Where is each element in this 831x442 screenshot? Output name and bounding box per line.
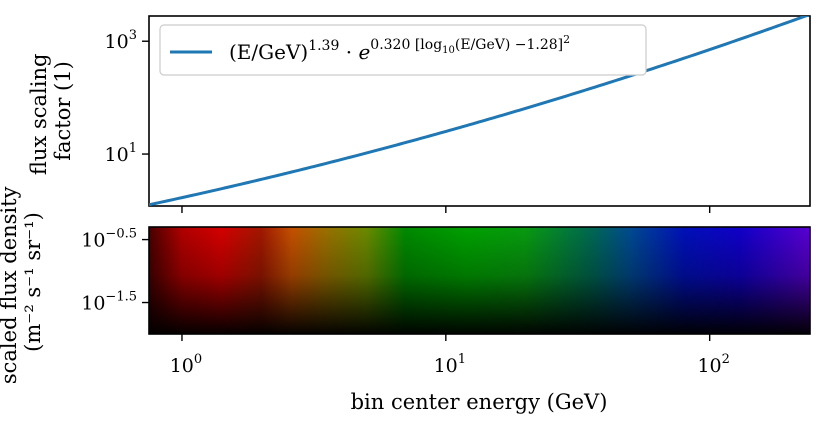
x-tick-label-1-exp: 1 [458,352,466,367]
bottom-y-tick-label-0-base: 10 [81,230,105,252]
legend-square: 2 [563,33,570,46]
legend-prefix: (E/GeV) [229,40,308,64]
legend-e-exp-tail: (E/GeV) −1.28] [455,37,563,53]
x-tick-label-2-exp: 2 [722,352,730,367]
x-tick-label-1-base: 10 [434,355,458,377]
bottom-x-ticks: 100 101 102 [170,334,730,377]
x-tick-label-0-exp: 0 [194,352,202,367]
bottom-y-tick-label-1: 10−1.5 [81,290,137,315]
x-tick-label-2-base: 10 [697,355,721,377]
top-y-tick-label-0-base: 10 [105,144,129,166]
bottom-y-tick-label-1-base: 10 [81,293,105,315]
legend-e-exp-sub: 10 [442,45,455,56]
top-y-tick-label-1: 103 [105,28,137,53]
top-y-tick-label-0: 101 [105,141,137,166]
bottom-ylabel: scaled flux density (m⁻² s⁻¹ sr⁻¹) [0,180,45,384]
top-ylabel-line-1: flux scaling [27,54,51,176]
top-y-tick-label-1-base: 10 [105,31,129,53]
bottom-y-tick-label-0: 10−0.5 [81,227,137,252]
bottom-y-ticks: 10−0.510−1.5 [81,227,149,315]
top-y-tick-label-1-exp: 3 [129,28,137,43]
bottom-plot-frame [148,226,811,335]
x-axis-title: bin center energy (GeV) [351,390,608,414]
heatmap-shading [149,227,810,334]
x-tick-label-0-base: 10 [170,355,194,377]
bottom-ylabel-line-2: (m⁻² s⁻¹ sr⁻¹) [21,212,45,352]
bottom-y-tick-label-1-exp: −1.5 [105,290,137,305]
legend-e-exp: 0.320 [log [370,37,442,53]
top-x-ticks [181,206,711,213]
legend-mid: · [339,40,358,64]
top-ylabel: flux scaling factor (1) [27,47,75,175]
bottom-y-tick-label-0-exp: −0.5 [105,227,137,242]
legend-box [159,24,647,76]
legend-label: (E/GeV)1.39 · e0.320 [log10(E/GeV) −1.28… [229,33,570,64]
legend-prefix-exp: 1.39 [308,38,339,54]
bottom-ylabel-line-1: scaled flux density [0,186,21,384]
x-tick-label-2: 102 [697,352,729,377]
bottom-panel: 10−0.510−1.5 100 101 102 scaled flux densi… [0,180,811,414]
legend-e: e [358,40,370,64]
scaling-factor-line [149,16,810,206]
legend: (E/GeV)1.39 · e0.320 [log10(E/GeV) −1.28… [159,24,647,76]
top-ylabel-line-2: factor (1) [51,61,75,161]
x-tick-label-0: 100 [170,352,202,377]
x-tick-label-1: 101 [434,352,466,377]
top-y-tick-label-0-exp: 1 [129,141,137,156]
